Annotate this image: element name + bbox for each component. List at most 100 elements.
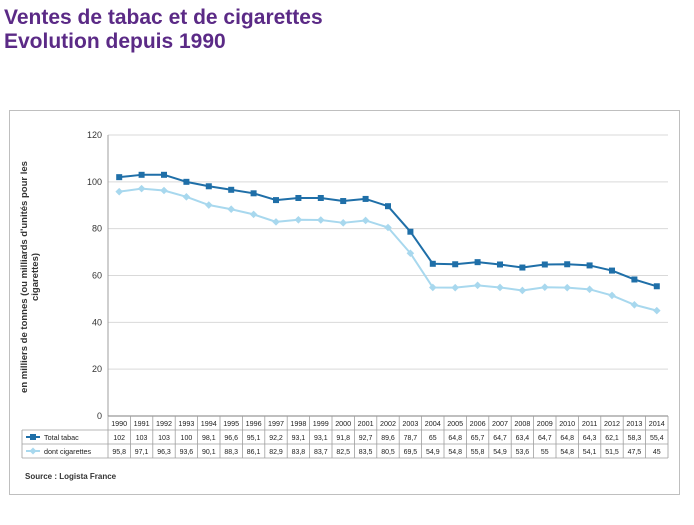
x-tick-label: 2009 bbox=[537, 419, 553, 428]
data-point bbox=[160, 186, 168, 195]
data-point bbox=[407, 228, 414, 235]
data-point bbox=[609, 267, 615, 274]
data-point bbox=[273, 197, 279, 204]
data-point bbox=[161, 171, 167, 178]
data-label: 45 bbox=[653, 449, 661, 456]
x-tick-label: 2010 bbox=[559, 419, 575, 428]
data-label: 65,7 bbox=[471, 435, 485, 442]
data-point bbox=[339, 219, 347, 227]
legend-key-marker bbox=[30, 434, 36, 440]
data-point bbox=[116, 174, 123, 181]
data-point bbox=[473, 281, 482, 290]
data-label: 64,3 bbox=[583, 435, 597, 442]
data-label: 55,8 bbox=[471, 449, 485, 456]
data-point bbox=[250, 190, 257, 197]
data-label: 58,3 bbox=[628, 435, 642, 442]
data-point bbox=[451, 283, 459, 292]
data-label: 93,6 bbox=[180, 449, 194, 456]
data-label: 64,8 bbox=[448, 435, 462, 442]
data-point bbox=[653, 306, 661, 315]
data-label: 83,5 bbox=[359, 449, 373, 456]
data-label: 82,9 bbox=[269, 449, 283, 456]
title-line-2: Evolution depuis 1990 bbox=[4, 30, 226, 53]
data-label: 92,2 bbox=[269, 435, 283, 442]
data-label: 51,5 bbox=[605, 449, 619, 456]
y-axis-label: en milliers de tonnes (ou milliards d'un… bbox=[19, 161, 41, 393]
data-label: 69,5 bbox=[404, 449, 418, 456]
data-point bbox=[317, 194, 324, 201]
data-point bbox=[295, 194, 302, 201]
x-tick-label: 1993 bbox=[178, 419, 194, 428]
data-label: 82,5 bbox=[336, 449, 350, 456]
data-point bbox=[205, 201, 213, 209]
data-point bbox=[227, 205, 235, 214]
x-tick-label: 2005 bbox=[447, 419, 463, 428]
x-tick-label: 2001 bbox=[358, 419, 374, 428]
data-point bbox=[385, 203, 391, 210]
data-point bbox=[519, 264, 526, 271]
data-point bbox=[474, 259, 481, 266]
data-label: 54,8 bbox=[560, 449, 574, 456]
data-label: 93,1 bbox=[314, 435, 328, 442]
data-point bbox=[183, 178, 190, 185]
data-point bbox=[586, 262, 593, 269]
data-point bbox=[249, 210, 258, 219]
data-label: 54,1 bbox=[583, 449, 597, 456]
data-label: 86,1 bbox=[247, 449, 261, 456]
data-point bbox=[115, 187, 123, 196]
y-tick-label: 80 bbox=[92, 224, 102, 234]
data-point bbox=[340, 198, 347, 205]
data-point bbox=[317, 216, 325, 224]
data-label: 92,7 bbox=[359, 435, 373, 442]
x-tick-label: 2013 bbox=[626, 419, 642, 428]
data-point bbox=[518, 286, 527, 295]
x-tick-label: 2002 bbox=[380, 419, 396, 428]
data-label: 88,3 bbox=[224, 449, 238, 456]
data-label: 54,9 bbox=[426, 449, 440, 456]
data-point bbox=[272, 218, 280, 226]
x-tick-label: 1997 bbox=[268, 419, 284, 428]
data-point bbox=[563, 283, 571, 292]
data-label: 95,1 bbox=[247, 435, 261, 442]
data-label: 91,8 bbox=[336, 435, 350, 442]
data-point bbox=[541, 261, 548, 268]
x-tick-label: 2007 bbox=[492, 419, 508, 428]
source-note: Source : Logista France bbox=[25, 472, 117, 481]
data-label: 83,7 bbox=[314, 449, 328, 456]
data-label: 54,9 bbox=[493, 449, 507, 456]
data-label: 103 bbox=[158, 435, 170, 442]
data-label: 95,8 bbox=[112, 449, 126, 456]
data-label: 62,1 bbox=[605, 435, 619, 442]
y-tick-label: 20 bbox=[92, 364, 102, 374]
y-tick-label: 120 bbox=[87, 130, 102, 140]
data-point bbox=[138, 171, 145, 178]
data-point bbox=[137, 184, 146, 193]
data-label: 98,1 bbox=[202, 435, 216, 442]
data-label: 89,6 bbox=[381, 435, 395, 442]
data-point bbox=[429, 260, 436, 267]
data-point bbox=[653, 283, 660, 290]
data-label: 63,4 bbox=[516, 435, 530, 442]
x-tick-label: 1990 bbox=[111, 419, 127, 428]
data-label: 65 bbox=[429, 435, 437, 442]
data-label: 96,3 bbox=[157, 449, 171, 456]
data-point bbox=[205, 183, 212, 190]
x-tick-label: 2014 bbox=[649, 419, 665, 428]
data-label: 93,1 bbox=[292, 435, 306, 442]
data-point bbox=[452, 261, 459, 268]
data-label: 90,1 bbox=[202, 449, 216, 456]
data-point bbox=[541, 283, 549, 292]
data-point bbox=[564, 261, 571, 268]
x-tick-label: 2003 bbox=[402, 419, 418, 428]
data-point bbox=[384, 223, 392, 232]
x-tick-label: 2004 bbox=[425, 419, 441, 428]
x-tick-label: 1994 bbox=[201, 419, 217, 428]
data-point bbox=[496, 283, 504, 292]
x-tick-label: 2000 bbox=[335, 419, 351, 428]
data-point bbox=[361, 216, 370, 225]
data-label: 97,1 bbox=[135, 449, 149, 456]
x-tick-label: 2011 bbox=[582, 419, 597, 428]
data-point bbox=[182, 193, 191, 201]
data-label: 64,8 bbox=[560, 435, 574, 442]
